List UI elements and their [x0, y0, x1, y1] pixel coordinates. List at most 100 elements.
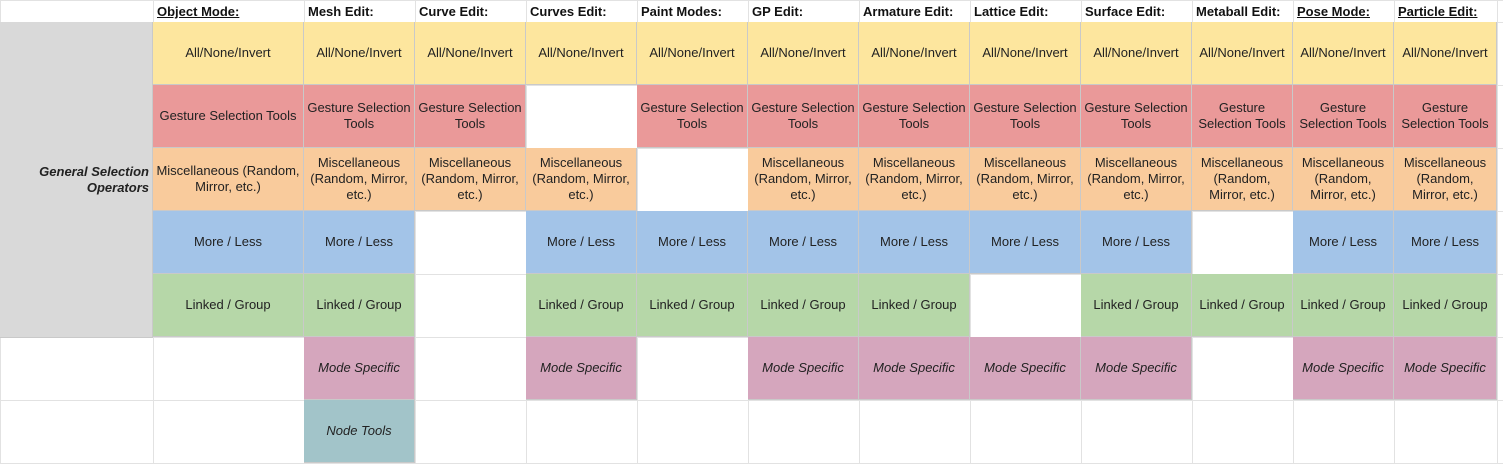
column-header: Curve Edit: [415, 0, 526, 22]
table-cell-label: All/None/Invert [1093, 45, 1179, 60]
table-cell-label: Gesture Selection Tools [1198, 100, 1286, 131]
table-cell: More / Less [1394, 211, 1497, 274]
table-cell-label: Linked / Group [316, 297, 402, 312]
table-cell-label: Miscellaneous (Random, Mirror, etc.) [532, 155, 630, 202]
column-header-label: Curve Edit: [419, 4, 489, 19]
table-cell: Gesture Selection Tools [1293, 85, 1394, 148]
table-cell: Linked / Group [304, 274, 415, 337]
table-cell: All/None/Invert [748, 22, 859, 85]
table-cell: More / Less [637, 211, 748, 274]
table-cell: Mode Specific [970, 337, 1081, 400]
table-cell-label: Miscellaneous (Random, Mirror, etc.) [156, 163, 300, 194]
table-cell: Linked / Group [637, 274, 748, 337]
table-cell-label: All/None/Invert [982, 45, 1068, 60]
table-cell-label: Miscellaneous (Random, Mirror, etc.) [421, 155, 519, 202]
table-cell: Miscellaneous (Random, Mirror, etc.) [304, 148, 415, 211]
table-cell: Mode Specific [1394, 337, 1497, 400]
table-cell-label: Mode Specific [1302, 360, 1384, 375]
table-cell: All/None/Invert [1192, 22, 1293, 85]
table-cell-label: More / Less [1102, 234, 1170, 249]
gridline [0, 0, 1503, 1]
table-cell: All/None/Invert [526, 22, 637, 85]
column-header-label: Particle Edit: [1398, 4, 1478, 19]
table-cell: All/None/Invert [859, 22, 970, 85]
column-header: Surface Edit: [1081, 0, 1192, 22]
table-cell: All/None/Invert [304, 22, 415, 85]
table-cell: Gesture Selection Tools [1081, 85, 1192, 148]
column-header-label: Lattice Edit: [974, 4, 1049, 19]
table-cell-label: Gesture Selection Tools [1299, 100, 1387, 131]
table-cell-label: More / Less [991, 234, 1059, 249]
table-cell-label: Linked / Group [871, 297, 957, 312]
table-cell-label: Gesture Selection Tools [862, 100, 966, 131]
table-cell: Linked / Group [1293, 274, 1394, 337]
table-cell: Mode Specific [1081, 337, 1192, 400]
table-cell: Miscellaneous (Random, Mirror, etc.) [526, 148, 637, 211]
table-cell-label: Mode Specific [1404, 360, 1486, 375]
table-cell-label: Gesture Selection Tools [751, 100, 855, 131]
table-cell-label: Gesture Selection Tools [1084, 100, 1188, 131]
column-header-label: Curves Edit: [530, 4, 607, 19]
table-cell-label: Mode Specific [1095, 360, 1177, 375]
table-cell-label: All/None/Invert [1402, 45, 1488, 60]
table-cell: Linked / Group [748, 274, 859, 337]
table-cell: Gesture Selection Tools [415, 85, 526, 148]
table-cell-label: More / Less [1309, 234, 1377, 249]
column-header-label: Mesh Edit: [308, 4, 374, 19]
table-cell: More / Less [1293, 211, 1394, 274]
table-cell-label: Linked / Group [185, 297, 271, 312]
table-cell: More / Less [1081, 211, 1192, 274]
gridline [1497, 0, 1498, 463]
table-cell-label: Linked / Group [760, 297, 846, 312]
table-cell: Gesture Selection Tools [637, 85, 748, 148]
column-header: Mesh Edit: [304, 0, 415, 22]
table-cell-label: Mode Specific [540, 360, 622, 375]
table-cell: Miscellaneous (Random, Mirror, etc.) [1192, 148, 1293, 211]
table-cell: Miscellaneous (Random, Mirror, etc.) [153, 148, 304, 211]
table-cell-label: Mode Specific [762, 360, 844, 375]
table-cell-label: Linked / Group [649, 297, 735, 312]
table-cell: More / Less [748, 211, 859, 274]
table-cell-label: Miscellaneous (Random, Mirror, etc.) [1301, 155, 1385, 202]
table-cell: Miscellaneous (Random, Mirror, etc.) [859, 148, 970, 211]
table-cell-label: Miscellaneous (Random, Mirror, etc.) [976, 155, 1074, 202]
table-cell: Miscellaneous (Random, Mirror, etc.) [1081, 148, 1192, 211]
table-cell-label: Miscellaneous (Random, Mirror, etc.) [310, 155, 408, 202]
gridline [415, 0, 416, 463]
table-cell: Gesture Selection Tools [304, 85, 415, 148]
table-cell-label: More / Less [325, 234, 393, 249]
table-cell-label: All/None/Invert [538, 45, 624, 60]
column-header-label: Metaball Edit: [1196, 4, 1281, 19]
table-cell: Mode Specific [859, 337, 970, 400]
column-header: Lattice Edit: [970, 0, 1081, 22]
table-cell-label: Linked / Group [538, 297, 624, 312]
table-cell-label: All/None/Invert [1199, 45, 1285, 60]
column-header: Paint Modes: [637, 0, 748, 22]
table-cell: Linked / Group [1081, 274, 1192, 337]
table-cell-label: Mode Specific [873, 360, 955, 375]
table-cell-label: Linked / Group [1199, 297, 1285, 312]
table-cell: Linked / Group [526, 274, 637, 337]
table-cell-label: Gesture Selection Tools [307, 100, 411, 131]
table-cell: More / Less [153, 211, 304, 274]
table-cell-label: More / Less [658, 234, 726, 249]
table-cell-label: All/None/Invert [316, 45, 402, 60]
column-header: Armature Edit: [859, 0, 970, 22]
table-cell: More / Less [970, 211, 1081, 274]
table-cell-label: Gesture Selection Tools [418, 100, 522, 131]
table-cell-label: All/None/Invert [649, 45, 735, 60]
table-cell: Gesture Selection Tools [1394, 85, 1497, 148]
column-header-label: Object Mode: [157, 4, 240, 19]
table-cell: Linked / Group [1394, 274, 1497, 337]
table-cell: Mode Specific [748, 337, 859, 400]
table-cell-label: Miscellaneous (Random, Mirror, etc.) [1403, 155, 1487, 202]
table-cell: All/None/Invert [153, 22, 304, 85]
table-cell: Miscellaneous (Random, Mirror, etc.) [1293, 148, 1394, 211]
table-cell-label: Linked / Group [1300, 297, 1386, 312]
table-cell: All/None/Invert [1293, 22, 1394, 85]
gridline [1192, 0, 1193, 463]
table-cell-label: Miscellaneous (Random, Mirror, etc.) [865, 155, 963, 202]
table-cell-label: More / Less [769, 234, 837, 249]
table-cell: Miscellaneous (Random, Mirror, etc.) [415, 148, 526, 211]
table-cell: Mode Specific [1293, 337, 1394, 400]
